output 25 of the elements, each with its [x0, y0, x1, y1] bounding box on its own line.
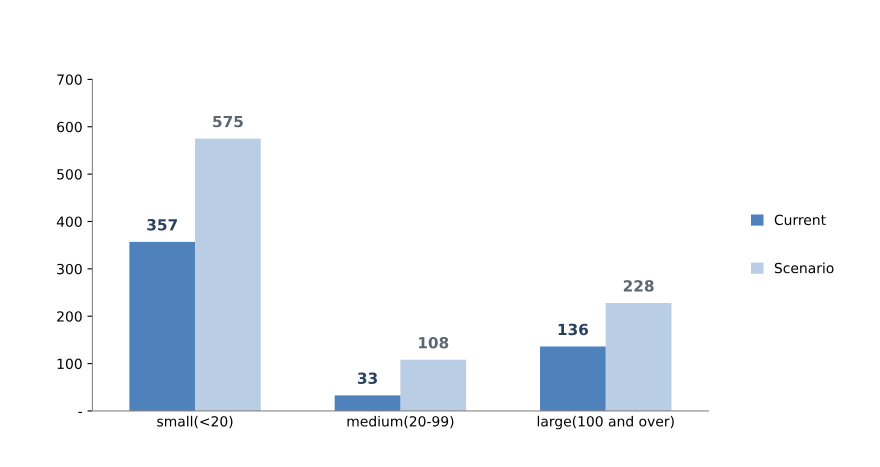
data-label: 33	[358, 372, 377, 384]
legend-label: Scenario	[774, 262, 834, 274]
x-tick-label: small(<20)	[157, 416, 232, 428]
legend-label: Current	[774, 214, 826, 226]
data-label: 228	[624, 280, 654, 292]
bar	[334, 395, 400, 411]
y-tick-label: 100	[58, 358, 82, 370]
y-tick-label: 500	[57, 169, 82, 180]
bar	[195, 138, 261, 411]
y-tick-label: 200	[57, 311, 82, 322]
x-tick-label: large(100 and over)	[538, 416, 674, 430]
bar	[540, 346, 606, 411]
data-label: 136	[558, 324, 588, 336]
y-tick-label: 400	[56, 216, 82, 227]
y-tick-label: 300	[57, 264, 82, 274]
bar	[129, 242, 196, 411]
data-label: 108	[419, 336, 448, 349]
data-label: 357	[147, 219, 177, 231]
y-tick-label: -	[78, 412, 82, 413]
data-label: 575	[213, 116, 243, 128]
bar	[400, 360, 466, 411]
y-tick-label: 700	[57, 74, 82, 85]
x-tick-label: medium(20-99)	[348, 416, 454, 428]
y-tick-label: 600	[57, 122, 82, 132]
bar	[606, 302, 672, 411]
